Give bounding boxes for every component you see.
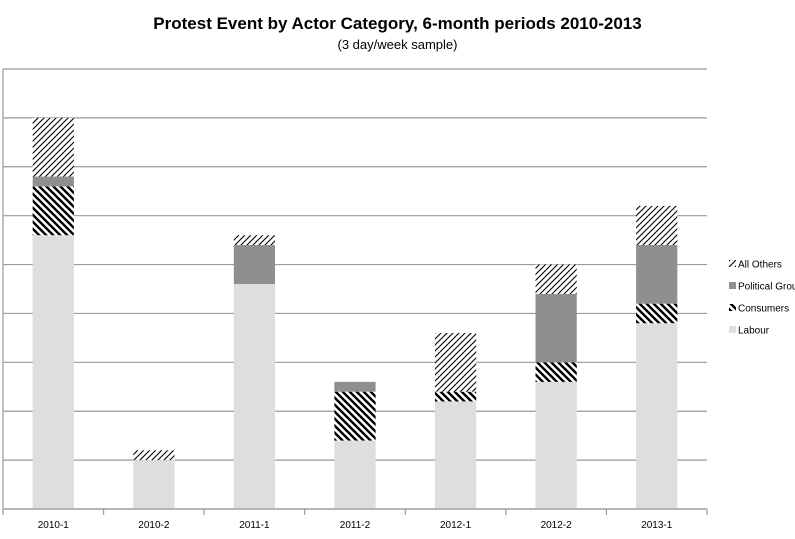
bar-segment — [434, 391, 477, 402]
bar-segment — [32, 176, 74, 187]
bar-segment — [535, 362, 577, 382]
bars — [32, 117, 678, 509]
bar-segment — [535, 381, 577, 509]
bar-segment — [334, 381, 376, 392]
legend-swatch — [729, 282, 736, 289]
bar-segment — [32, 186, 74, 236]
bar-segment — [334, 391, 376, 441]
legend: All Others Political Grou Consumers Labour — [729, 260, 795, 337]
legend-swatch — [729, 260, 736, 267]
x-tick-label: 2011-1 — [239, 520, 270, 531]
x-tick-label: 2010-1 — [38, 520, 70, 531]
legend-label: Political Grou — [738, 282, 795, 293]
x-tick-label: 2012-1 — [440, 520, 472, 531]
bar-segment — [233, 245, 276, 285]
bar-segment — [133, 450, 175, 461]
legend-swatch — [729, 304, 736, 311]
bar-segment — [233, 235, 276, 245]
x-tick-label: 2010-2 — [138, 520, 170, 531]
bar-segment — [535, 264, 577, 294]
x-tick-label: 2013-1 — [641, 520, 673, 531]
bar-segment — [32, 117, 74, 177]
bar-segment — [434, 401, 477, 509]
bar-segment — [334, 440, 376, 509]
legend-label: Consumers — [738, 304, 789, 315]
chart-subtitle: (3 day/week sample) — [337, 37, 458, 52]
x-tick-label: 2012-2 — [541, 520, 573, 531]
x-tick-label: 2011-2 — [340, 520, 371, 531]
bar-segment — [535, 293, 577, 363]
bar-segment — [434, 333, 477, 392]
bar-segment — [32, 235, 74, 509]
bar-segment — [636, 303, 678, 324]
x-axis: 2010-1 2010-2 2011-1 2011-2 2012-1 2012-2 2013… — [2, 508, 708, 531]
bar-segment — [233, 284, 276, 509]
bar-segment — [133, 460, 175, 509]
legend-label: Labour — [738, 326, 770, 337]
gridlines — [2, 68, 707, 510]
bar-segment — [636, 205, 678, 245]
bar-segment — [636, 323, 678, 509]
chart-title: Protest Event by Actor Category, 6-month… — [153, 14, 642, 33]
legend-swatch — [729, 326, 736, 333]
legend-label: All Others — [738, 260, 782, 271]
bar-segment — [636, 245, 678, 304]
